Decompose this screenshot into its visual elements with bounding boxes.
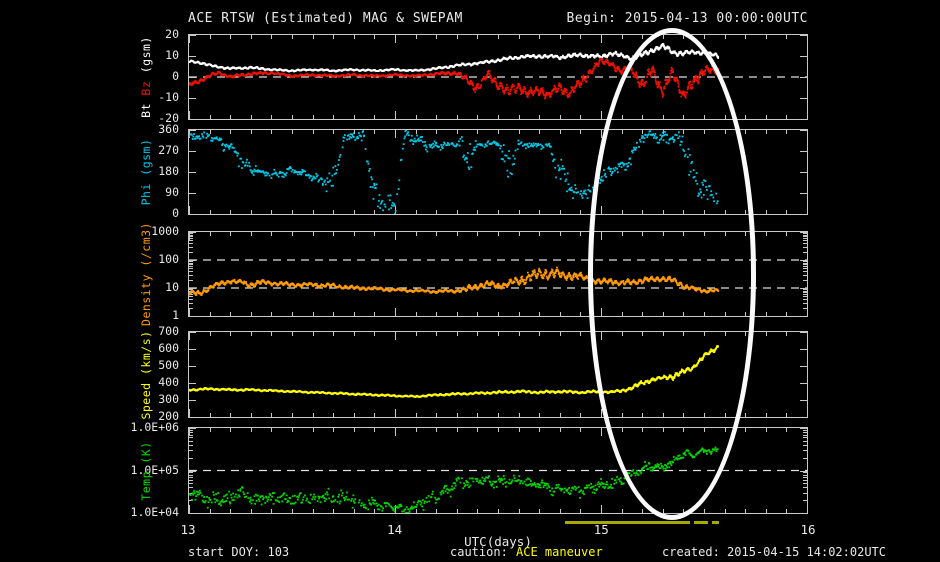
y-axis-title-temperature: Temp (K) <box>139 441 153 500</box>
y-tick-label: -10 <box>158 90 179 104</box>
y-tick-label: 1.0E+06 <box>130 420 179 434</box>
y-axis-title-part: Density (/cm3) <box>139 222 153 326</box>
y-tick-label: 1.0E+05 <box>130 462 179 477</box>
x-tick-15: 15 <box>593 522 609 537</box>
y-axis-title-part: Speed (km/s) <box>139 329 153 420</box>
maneuver-caution-bar-dash <box>712 521 719 524</box>
y-tick-label: 500 <box>158 358 179 372</box>
y-tick-label: -20 <box>158 111 179 125</box>
y-tick-label: 600 <box>158 341 179 355</box>
y-tick-label: 400 <box>158 375 179 389</box>
y-tick-label: 20 <box>165 27 179 41</box>
x-tick-16: 16 <box>800 522 816 537</box>
y-axis-density: 1000 100 10 1 <box>0 224 184 322</box>
begin-timestamp: Begin: 2015-04-13 00:00:00UTC <box>566 11 808 26</box>
y-tick-label: 1 <box>172 308 179 322</box>
y-tick-label: 90 <box>165 185 179 199</box>
y-axis-temperature: 1.0E+06 1.0E+05 1.0E+04 <box>0 420 184 519</box>
created-timestamp: created: 2015-04-15 14:02:02UTC <box>662 545 886 559</box>
y-tick-label: 0 <box>172 69 179 83</box>
y-tick-label: 180 <box>158 164 179 178</box>
y-axis-speed: 700 600 500 400 300 200 <box>0 324 184 423</box>
y-axis-title-density: Density (/cm3) <box>139 222 153 326</box>
y-tick-label: 1.0E+04 <box>130 505 179 519</box>
caution-value: ACE maneuver <box>516 545 603 559</box>
y-tick-label: 100 <box>158 252 179 266</box>
y-tick-label: 700 <box>158 324 179 338</box>
y-tick-label: 0 <box>172 206 179 220</box>
highlight-ellipse-annotation <box>588 28 756 520</box>
y-tick-label: 10 <box>165 48 179 62</box>
y-tick-label: 1000 <box>151 224 179 238</box>
y-axis-title-magnetic-field: Bt Bz (gsm) <box>139 36 153 118</box>
x-tick-14: 14 <box>387 522 403 537</box>
y-axis-title-part: Bt <box>139 95 153 118</box>
y-axis-phi-angle: 360 270 180 90 0 <box>0 122 184 220</box>
y-axis-title-part: Temp (K) <box>139 440 153 501</box>
y-tick-label: 270 <box>158 143 179 157</box>
x-tick-13: 13 <box>180 522 196 537</box>
y-axis-title-phi-angle: Phi (gsm) <box>139 139 153 206</box>
maneuver-caution-bar-dash <box>694 521 708 524</box>
y-tick-label: 10 <box>165 280 179 294</box>
y-axis-title-part: Phi (gsm) <box>139 138 153 206</box>
start-doy-label: start DOY: 103 <box>188 545 290 559</box>
maneuver-caution-bar <box>565 521 690 524</box>
y-tick-label: 200 <box>158 409 179 423</box>
y-tick-label: 360 <box>158 122 179 136</box>
y-axis-title-speed: Speed (km/s) <box>139 330 153 419</box>
y-axis-magnetic-field: 20 10 0 -10 -20 <box>0 27 184 125</box>
y-tick-label: 300 <box>158 392 179 406</box>
x-axis-label: UTC(days) <box>464 534 532 549</box>
caution-label: caution: <box>450 545 508 559</box>
plot-title: ACE RTSW (Estimated) MAG & SWEPAM <box>188 11 463 26</box>
y-axis-title-part: Bz <box>139 80 153 96</box>
y-axis-title-part: (gsm) <box>139 36 153 81</box>
